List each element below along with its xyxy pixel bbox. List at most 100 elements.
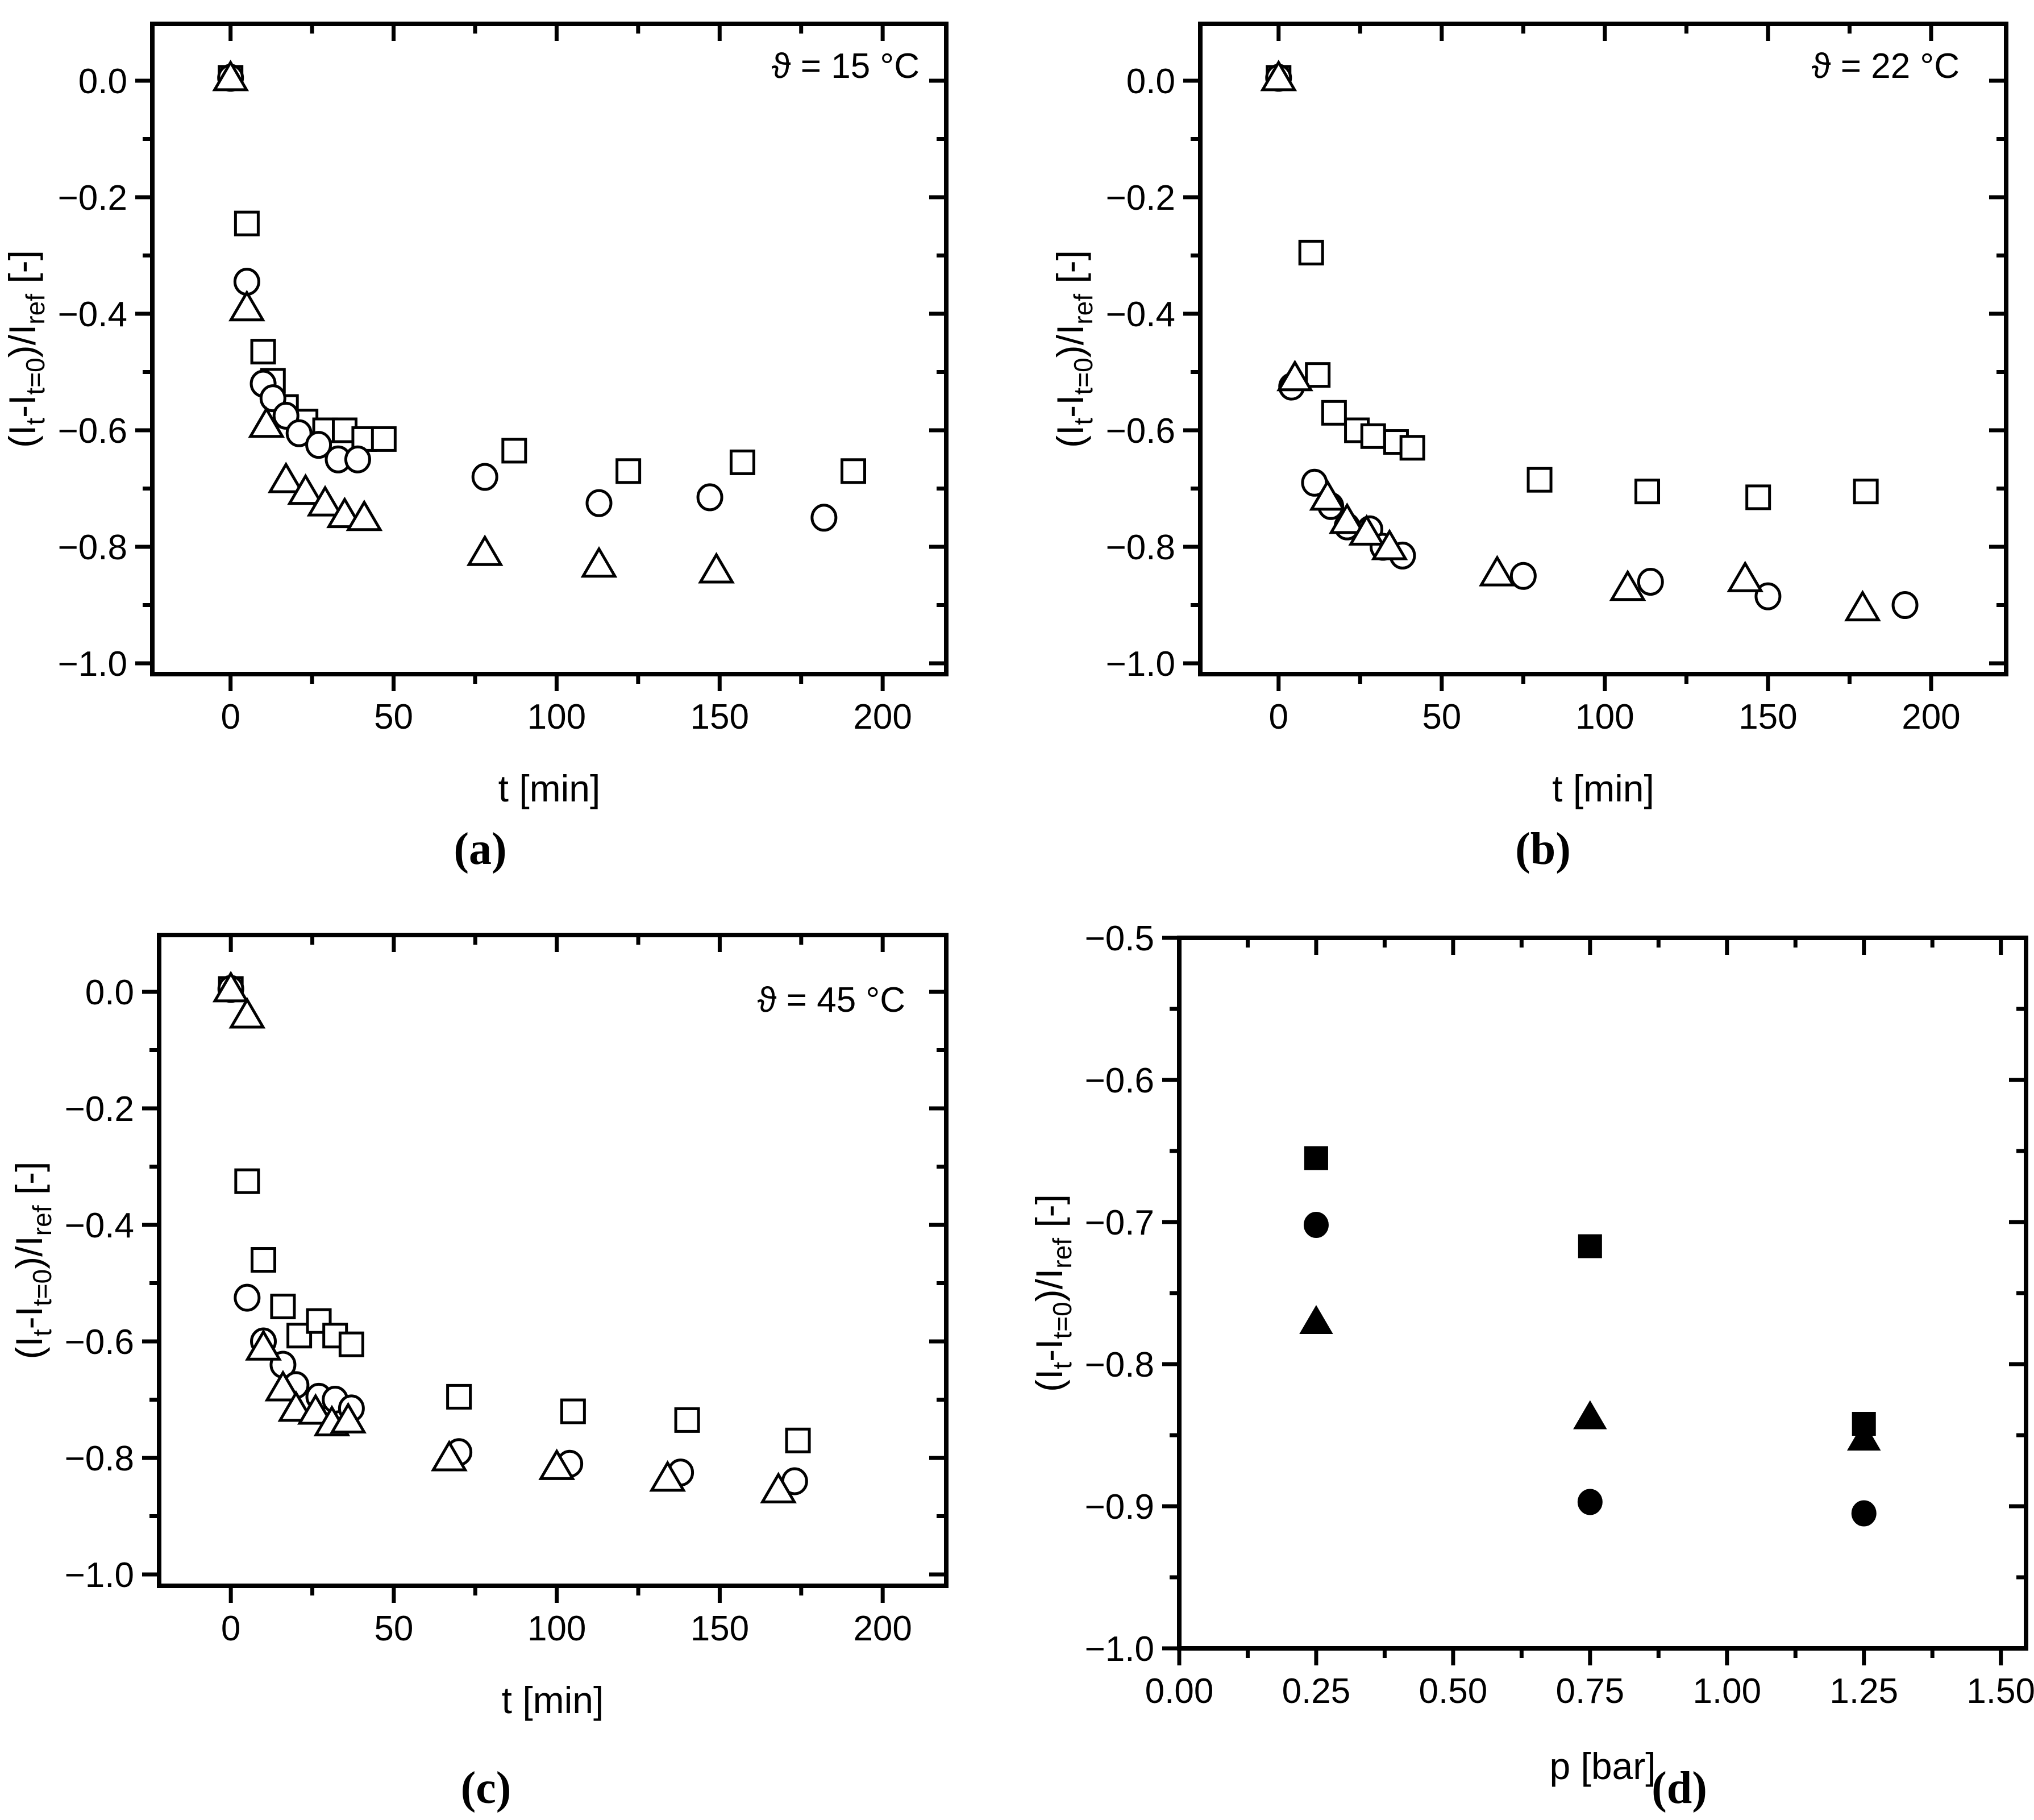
data-point-square bbox=[1853, 479, 1879, 505]
data-point-triangle bbox=[1276, 359, 1313, 392]
x-tick-label: 150 bbox=[691, 697, 749, 737]
x-tick-label: 150 bbox=[1738, 697, 1797, 737]
data-point-triangle bbox=[1844, 589, 1881, 622]
data-point-triangle bbox=[431, 1440, 468, 1472]
y-tick-label: −0.8 bbox=[65, 1439, 134, 1478]
data-point-triangle bbox=[1371, 529, 1408, 560]
data-point-triangle bbox=[245, 1329, 282, 1361]
data-point-circle bbox=[285, 419, 313, 447]
panel-letter-a: (a) bbox=[454, 824, 506, 874]
series-circle bbox=[1303, 1212, 1877, 1527]
y-tick-label: −1.0 bbox=[1085, 1630, 1154, 1669]
data-point-triangle bbox=[1348, 514, 1386, 546]
panel-letter-d: (d) bbox=[1652, 1763, 1707, 1813]
data-point-square bbox=[1399, 435, 1425, 461]
x-tick-label: 200 bbox=[1902, 697, 1960, 737]
y-tick-label: −0.8 bbox=[1106, 528, 1175, 567]
data-point-triangle bbox=[264, 1370, 302, 1402]
y-tick-label: −0.8 bbox=[1085, 1345, 1154, 1385]
x-axis-title: t [min] bbox=[498, 767, 601, 809]
data-point-triangle bbox=[1573, 1400, 1607, 1430]
y-tick-label: −1.0 bbox=[58, 645, 127, 684]
series-square bbox=[1266, 65, 1879, 510]
data-point-triangle bbox=[287, 473, 324, 505]
y-axis-title: (It-It=0)/Iref [-] bbox=[1049, 250, 1098, 448]
data-point-circle bbox=[810, 504, 838, 532]
panel-letter-c: (c) bbox=[461, 1763, 511, 1813]
x-axis-title: t [min] bbox=[1552, 767, 1654, 809]
data-point-circle bbox=[1303, 1212, 1329, 1238]
y-tick-label: −0.2 bbox=[65, 1090, 134, 1129]
y-tick-label: −0.6 bbox=[1106, 412, 1175, 451]
x-tick-label: 0.50 bbox=[1419, 1672, 1488, 1711]
y-tick-label: −1.0 bbox=[65, 1556, 134, 1595]
data-point-square bbox=[234, 1168, 260, 1194]
data-point-square bbox=[674, 1407, 700, 1433]
data-point-triangle bbox=[228, 289, 265, 322]
data-point-circle bbox=[1637, 568, 1664, 596]
series-triangle bbox=[1299, 1305, 1881, 1451]
data-point-circle bbox=[305, 431, 332, 459]
data-point-square bbox=[270, 1294, 296, 1320]
data-point-square bbox=[1634, 479, 1661, 505]
data-point-circle bbox=[1509, 562, 1537, 590]
data-point-triangle bbox=[1846, 1422, 1881, 1451]
data-point-circle bbox=[234, 1283, 261, 1312]
x-tick-label: 100 bbox=[527, 1609, 586, 1648]
data-point-square bbox=[1298, 239, 1324, 265]
series-square bbox=[218, 976, 811, 1453]
x-tick-label: 0 bbox=[221, 1609, 240, 1648]
data-point-triangle bbox=[212, 970, 249, 1003]
x-tick-label: 50 bbox=[374, 1609, 413, 1648]
plot-frame bbox=[150, 22, 949, 676]
x-tick-label: 0 bbox=[1269, 697, 1288, 737]
x-tick-label: 0.00 bbox=[1145, 1672, 1214, 1711]
data-point-triangle bbox=[1299, 1305, 1333, 1334]
x-tick-label: 200 bbox=[853, 1609, 912, 1648]
data-point-square bbox=[785, 1427, 811, 1453]
x-tick-label: 50 bbox=[374, 697, 413, 737]
panel-letter-b: (b) bbox=[1515, 824, 1571, 874]
series-square bbox=[1304, 1146, 1876, 1436]
data-point-circle bbox=[585, 489, 613, 517]
data-point-triangle bbox=[1479, 555, 1516, 587]
data-point-square bbox=[251, 1247, 277, 1273]
panel-c: 0 50 100 150 200 0.0 −0.2 −0.4 −0.6 −0.8 −1.0 t [mi… bbox=[8, 933, 949, 1813]
x-tick-label: 1.25 bbox=[1829, 1672, 1898, 1711]
data-point-circle bbox=[471, 463, 498, 491]
data-point-square bbox=[1360, 423, 1386, 449]
panel-a: 0 50 100 150 200 0.0 −0.2 −0.4 −0.6 −0.8 −1.0 t [mi… bbox=[1, 22, 949, 874]
data-point-triangle bbox=[228, 997, 266, 1029]
y-tick-label: −0.6 bbox=[58, 412, 127, 451]
data-point-square bbox=[234, 210, 260, 236]
data-point-circle bbox=[344, 445, 371, 473]
y-tick-label: −0.4 bbox=[65, 1206, 134, 1245]
plot-frame bbox=[157, 933, 949, 1588]
data-point-triangle bbox=[649, 1460, 687, 1492]
data-point-square bbox=[560, 1398, 586, 1424]
y-tick-label: −0.6 bbox=[1085, 1061, 1154, 1100]
y-tick-label: −0.6 bbox=[65, 1323, 134, 1362]
y-axis-title: (It-It=0)/Iref [-] bbox=[1028, 1194, 1077, 1392]
data-point-triangle bbox=[212, 59, 249, 92]
x-axis-title: p [bar] bbox=[1549, 1745, 1656, 1787]
x-tick-label: 150 bbox=[691, 1609, 749, 1648]
data-point-triangle bbox=[267, 462, 305, 493]
y-tick-label: 0.0 bbox=[1126, 62, 1175, 101]
data-point-square bbox=[338, 1331, 364, 1357]
series-triangle bbox=[212, 59, 735, 584]
y-axis-title: (It-It=0)/Iref [-] bbox=[8, 1161, 57, 1359]
data-point-square bbox=[1321, 400, 1347, 426]
data-point-triangle bbox=[297, 1393, 334, 1425]
series-triangle bbox=[1260, 59, 1881, 622]
data-point-triangle bbox=[1328, 502, 1366, 534]
x-tick-label: 200 bbox=[853, 697, 912, 737]
data-point-triangle bbox=[346, 499, 383, 531]
data-point-triangle bbox=[538, 1448, 576, 1480]
x-axis-title: t [min] bbox=[502, 1679, 604, 1721]
y-tick-label: −0.2 bbox=[58, 178, 127, 218]
panel-d: 0.00 0.25 0.50 0.75 1.00 1.25 1.50 −0.5 −0.6 −0.7… bbox=[1028, 919, 2034, 1813]
y-tick-label: −0.2 bbox=[1106, 178, 1175, 218]
